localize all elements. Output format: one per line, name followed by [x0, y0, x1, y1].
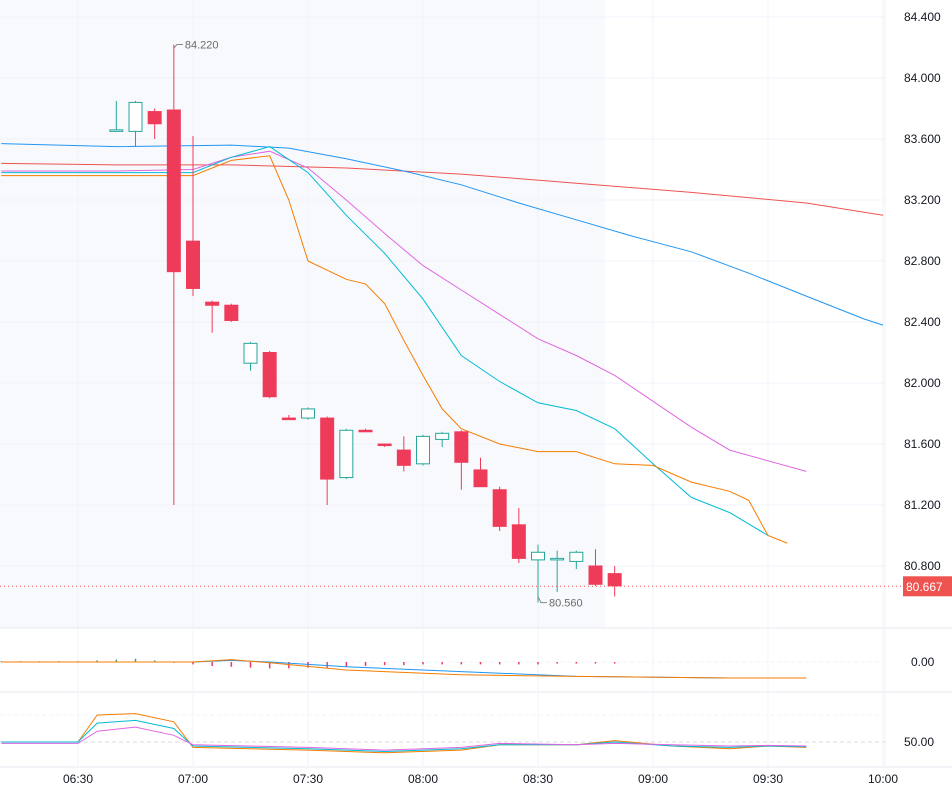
y-tick-label: 83.200: [904, 193, 941, 207]
last-price-label: 80.667: [906, 580, 943, 594]
candles: [109, 44, 622, 603]
indicator-panel-2: [0, 713, 885, 754]
x-tick-label: 07:00: [178, 772, 208, 786]
candle: [550, 550, 565, 592]
x-tick-label: 10:00: [868, 772, 898, 786]
candle: [492, 486, 507, 531]
candle-body: [416, 435, 430, 465]
indicator1-tick-label: 0.00: [911, 655, 935, 669]
candle-body: [281, 417, 296, 421]
candle-body: [435, 432, 450, 440]
candle-body: [396, 449, 411, 466]
candle: [358, 428, 373, 433]
y-tick-label: 82.000: [904, 376, 941, 390]
candle: [377, 443, 392, 448]
candle-body: [531, 551, 545, 561]
candle: [301, 407, 315, 420]
candle: [186, 135, 200, 297]
x-tick-label: 08:30: [523, 772, 553, 786]
moving-average-lines: [1, 143, 884, 544]
candle: [109, 100, 124, 132]
candle-body: [109, 129, 124, 132]
candle-body: [166, 109, 181, 273]
candle-body: [550, 557, 565, 561]
chart-background: [0, 0, 952, 768]
candle-body: [569, 551, 584, 562]
candle: [320, 416, 335, 505]
candle-body: [511, 524, 526, 559]
candle-body: [473, 469, 488, 488]
y-tick-label: 80.800: [904, 559, 941, 573]
candle-body: [243, 342, 258, 364]
candle: [607, 566, 622, 597]
candle: [473, 457, 488, 488]
annotations: 80.667 84.220 80.560: [0, 39, 952, 610]
candle: [147, 108, 162, 139]
y-tick-label: 82.800: [904, 254, 941, 268]
candle-body: [301, 408, 315, 419]
candle: [128, 100, 143, 147]
candle: [588, 549, 603, 586]
indicator2-line: [1, 713, 807, 754]
x-tick-label: 06:30: [63, 772, 93, 786]
moving-average-line: [1, 162, 884, 216]
candle: [262, 350, 277, 399]
axes: 84.400 84.000 83.600 83.200 82.800 82.400 82.0…: [63, 10, 941, 786]
last-price-badge: [903, 576, 952, 597]
candle-body: [492, 489, 507, 527]
candle: [224, 303, 239, 322]
y-tick-label: 83.600: [904, 132, 941, 146]
high-annotation-label: 84.220: [185, 39, 219, 51]
candle: [281, 415, 296, 421]
candle: [396, 436, 411, 472]
candle: [569, 550, 584, 570]
indicator2-line: [1, 719, 807, 753]
candle: [205, 300, 220, 333]
indicator-panel-1: [0, 658, 885, 679]
candle: [339, 428, 354, 480]
moving-average-line: [1, 143, 884, 326]
high-annotation-leader: [173, 43, 183, 49]
candle: [531, 544, 545, 603]
candle-body: [147, 111, 162, 125]
x-tick-label: 07:30: [293, 772, 323, 786]
candle-body: [320, 417, 335, 480]
candle-body: [339, 429, 354, 479]
indicator1-line: [1, 659, 807, 679]
candle-body: [186, 240, 200, 289]
y-tick-label: 82.400: [904, 315, 941, 329]
candle-body: [588, 565, 603, 585]
candle-body: [224, 304, 239, 321]
y-tick-label: 81.200: [904, 498, 941, 512]
x-tick-label: 09:30: [753, 772, 783, 786]
indicator2-tick-label: 50.00: [904, 735, 934, 749]
candle-body: [205, 301, 220, 306]
y-tick-label: 84.400: [904, 10, 941, 24]
candle-body: [128, 101, 143, 132]
candle-body: [358, 429, 373, 433]
candle-body: [262, 352, 277, 398]
candle: [435, 431, 450, 448]
candle-body: [454, 431, 469, 463]
x-tick-label: 08:00: [408, 772, 438, 786]
indicator2-line: [1, 726, 807, 751]
low-annotation-leader: [537, 596, 547, 604]
low-annotation-label: 80.560: [549, 598, 583, 610]
candle: [454, 430, 469, 490]
grid-lines: [0, 0, 885, 767]
candle: [416, 434, 430, 466]
y-tick-label: 84.000: [904, 71, 941, 85]
moving-average-line: [1, 155, 788, 544]
candle-body: [377, 443, 392, 447]
candle: [511, 508, 526, 563]
y-tick-label: 81.600: [904, 437, 941, 451]
candle-body: [607, 573, 622, 587]
moving-average-line: [1, 146, 769, 536]
candle: [243, 341, 258, 371]
x-tick-label: 09:00: [638, 772, 668, 786]
candle: [166, 44, 181, 505]
